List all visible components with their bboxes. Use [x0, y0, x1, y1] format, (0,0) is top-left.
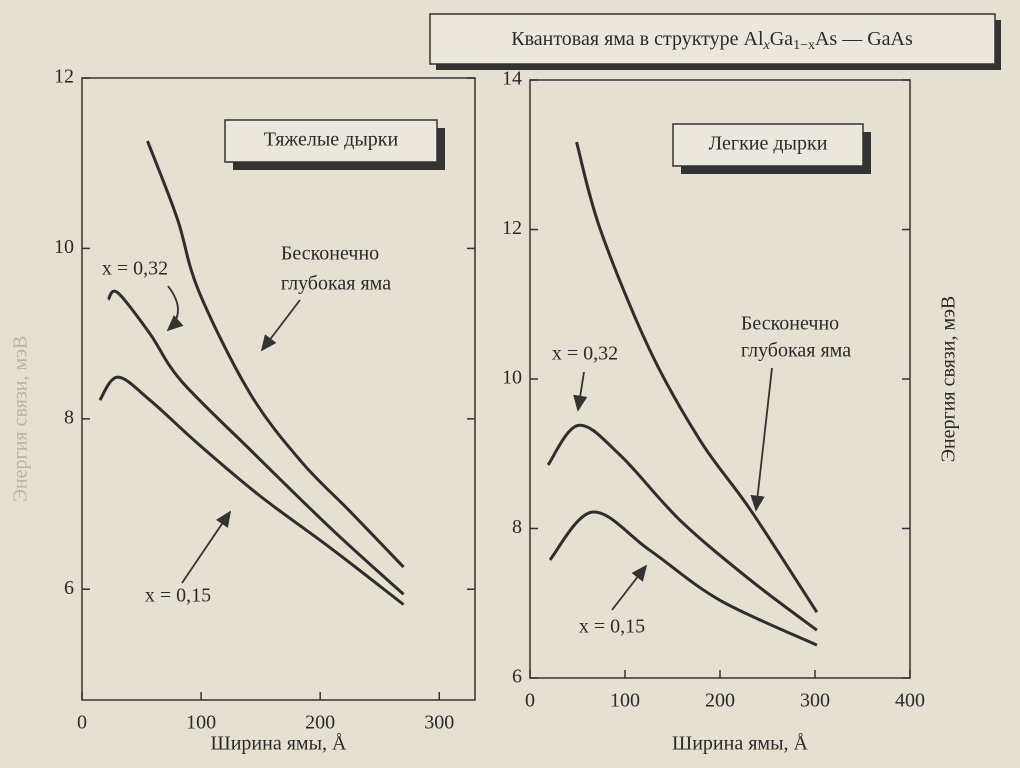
curve: [575, 141, 819, 614]
curve: [106, 289, 405, 596]
curve: [548, 510, 818, 647]
y-axis-label: Энергия связи, мэВ: [10, 336, 32, 503]
arrow: [181, 510, 232, 584]
title-part: As — GaAs: [815, 28, 913, 50]
annotation: x = 0,32: [102, 258, 168, 280]
arrow: [573, 371, 588, 412]
x-axis-label: Ширина ямы, Å: [211, 733, 347, 755]
arrow: [166, 285, 184, 332]
panel-title-box: [224, 119, 438, 163]
x-tick-label: 0: [77, 712, 87, 734]
panel-title: Легкие дырки: [709, 133, 828, 155]
plot-frame: [81, 77, 476, 701]
arrow: [260, 299, 301, 352]
y-axis-label: Энергия связи, мэВ: [938, 296, 960, 463]
x-tick-label: 200: [705, 690, 735, 712]
panel-title: Тяжелые дырки: [264, 129, 399, 151]
title-box: [429, 13, 996, 65]
y-tick-label: 6: [64, 577, 74, 599]
title-part: Ga: [770, 28, 793, 50]
chart-title: Квантовая яма в структуре AlxGa1−xAs — G…: [511, 28, 913, 54]
y-tick-label: 12: [502, 217, 522, 239]
annotation: x = 0,32: [552, 343, 618, 365]
x-tick-label: 200: [305, 712, 335, 734]
annotation: глубокая яма: [281, 273, 391, 295]
annotation: x = 0,15: [579, 616, 645, 638]
curve: [146, 140, 405, 569]
x-tick-label: 0: [525, 690, 535, 712]
y-tick-label: 14: [502, 68, 522, 90]
x-axis-label: Ширина ямы, Å: [672, 733, 808, 755]
annotation: глубокая яма: [741, 340, 851, 362]
annotation: x = 0,15: [145, 585, 211, 607]
x-tick-label: 400: [895, 690, 925, 712]
y-tick-label: 8: [512, 516, 522, 538]
y-tick-label: 8: [64, 406, 74, 428]
x-tick-label: 100: [610, 690, 640, 712]
y-tick-label: 12: [54, 66, 74, 88]
curve: [98, 375, 405, 606]
y-tick-label: 10: [502, 367, 522, 389]
y-tick-label: 6: [512, 666, 522, 688]
arrow: [750, 367, 773, 512]
title-part: 1−x: [793, 38, 815, 53]
panel-title-box: [672, 123, 864, 167]
arrow: [611, 564, 648, 611]
x-tick-label: 300: [424, 712, 454, 734]
curve: [546, 423, 818, 632]
x-tick-label: 100: [186, 712, 216, 734]
annotation: Бесконечно: [741, 313, 839, 335]
title-part: Квантовая яма в структуре Al: [511, 28, 764, 50]
title-part: x: [763, 38, 771, 53]
x-tick-label: 300: [800, 690, 830, 712]
y-tick-label: 10: [54, 236, 74, 258]
annotation: Бесконечно: [281, 243, 379, 265]
